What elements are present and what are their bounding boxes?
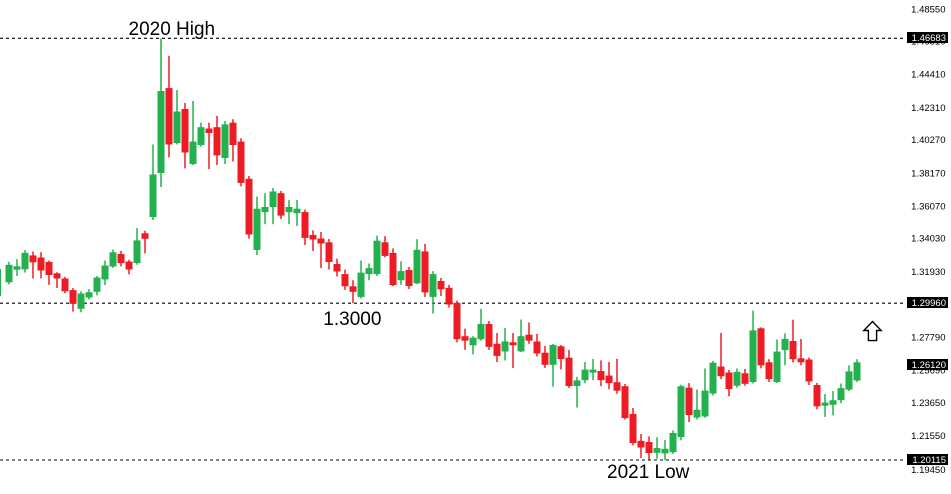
svg-text:1.34030: 1.34030 bbox=[911, 234, 945, 245]
svg-text:1.25690: 1.25690 bbox=[911, 365, 945, 376]
svg-text:1.19450: 1.19450 bbox=[911, 465, 945, 476]
svg-text:1.23650: 1.23650 bbox=[911, 398, 945, 409]
svg-text:1.36070: 1.36070 bbox=[911, 202, 945, 213]
svg-text:1.42310: 1.42310 bbox=[911, 103, 945, 114]
svg-text:1.27790: 1.27790 bbox=[911, 332, 945, 343]
svg-text:1.20115: 1.20115 bbox=[912, 455, 946, 466]
svg-text:1.21550: 1.21550 bbox=[911, 431, 945, 442]
svg-text:1.46683: 1.46683 bbox=[912, 33, 946, 44]
svg-text:1.38170: 1.38170 bbox=[911, 168, 945, 179]
svg-text:1.26120: 1.26120 bbox=[912, 360, 946, 371]
svg-text:1.3000: 1.3000 bbox=[323, 309, 381, 330]
svg-text:1.44410: 1.44410 bbox=[911, 70, 945, 81]
svg-text:1.29960: 1.29960 bbox=[912, 298, 946, 309]
svg-text:2020 High: 2020 High bbox=[129, 19, 216, 40]
svg-text:1.40270: 1.40270 bbox=[911, 135, 945, 146]
svg-text:1.48550: 1.48550 bbox=[911, 4, 945, 15]
svg-text:1.31930: 1.31930 bbox=[911, 267, 945, 278]
svg-text:2021 Low: 2021 Low bbox=[607, 462, 690, 483]
